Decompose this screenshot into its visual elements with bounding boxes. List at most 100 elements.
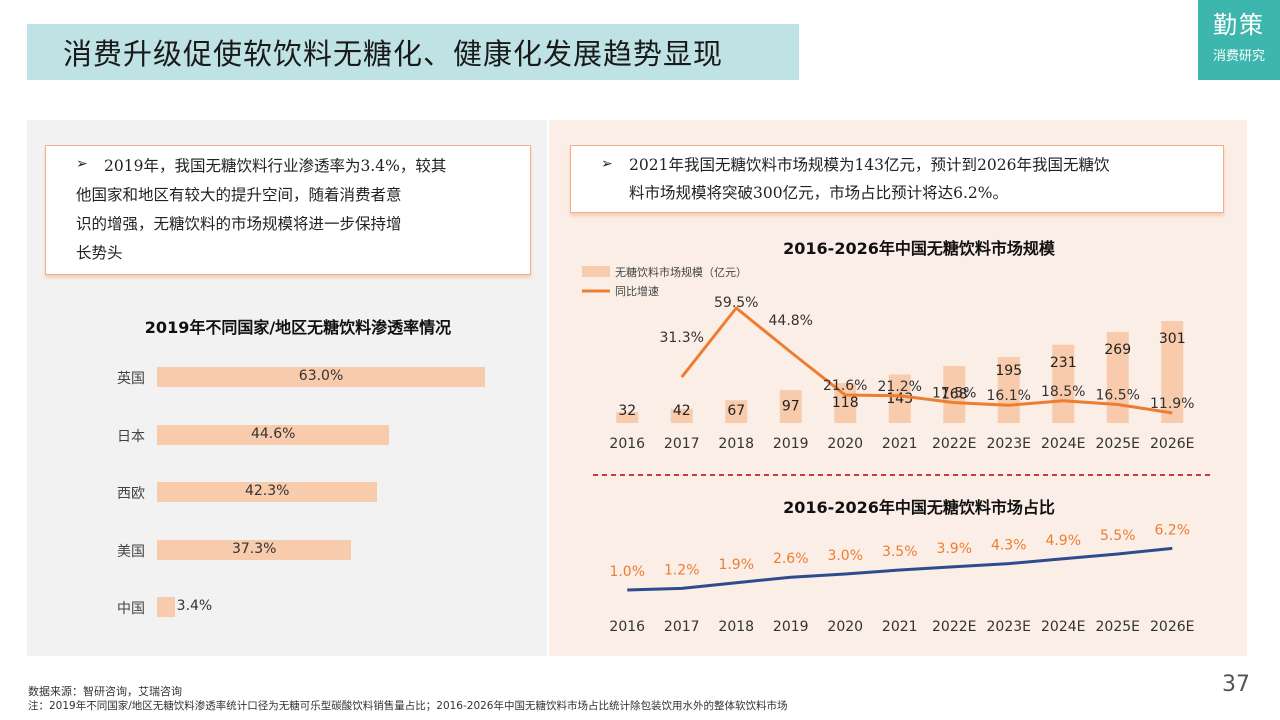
bar-value-label: 63.0% — [298, 368, 344, 384]
penetration-bar — [157, 367, 485, 387]
bar-category-label: 英国 — [117, 371, 145, 387]
market-size-chart-title: 2016-2026年中国无糖饮料市场规模 — [783, 239, 1055, 258]
x-tick-label: 2021 — [882, 619, 918, 635]
market-size-chart: 无糖饮料市场规模（亿元） 同比增速 32 2016 42 2017 67 2018 97 2019… — [582, 265, 1194, 452]
penetration-chart-title: 2019年不同国家/地区无糖饮料渗透率情况 — [144, 318, 452, 337]
left-note-line: 长势头 — [76, 244, 123, 262]
growth-rate-label: 16.1% — [987, 388, 1031, 404]
growth-rate-label: 21.6% — [823, 378, 867, 394]
growth-rate-label: 17.5% — [932, 386, 976, 402]
market-share-value-label: 3.5% — [882, 544, 918, 560]
bar-value-label: 42.3% — [244, 483, 290, 499]
bar-category-label: 日本 — [117, 428, 145, 445]
x-tick-label: 2019 — [773, 436, 809, 452]
growth-rate-label: 21.2% — [878, 379, 922, 395]
logo-main-text: 勤策 — [1213, 11, 1265, 39]
bullet-arrow-icon: ➢ — [76, 156, 88, 172]
bar-category-label: 西欧 — [117, 486, 145, 502]
market-size-bar — [1106, 331, 1129, 423]
x-tick-label: 2017 — [664, 436, 700, 452]
market-size-value-label: 301 — [1159, 331, 1186, 347]
market-size-bar — [834, 383, 857, 423]
market-size-value-label: 32 — [618, 403, 636, 419]
market-size-bar — [888, 374, 911, 423]
market-size-value-label: 97 — [782, 399, 800, 415]
market-size-bar — [725, 400, 748, 423]
left-note-box: ➢ 2019年，我国无糖饮料行业渗透率为3.4%，较其 他国家和地区有较大的提升… — [45, 145, 531, 275]
market-share-line — [627, 546, 1173, 592]
penetration-bar — [157, 482, 377, 502]
growth-rate-label: 31.3% — [660, 330, 704, 346]
bullet-arrow-icon: ➢ — [601, 156, 613, 172]
penetration-bar — [157, 424, 389, 445]
right-note-line: 2021年我国无糖饮料市场规模为143亿元，预计到2026年我国无糖饮 — [629, 156, 1110, 174]
growth-rate-label: 16.5% — [1096, 387, 1140, 403]
market-share-value-label: 3.9% — [936, 541, 972, 557]
growth-rate-label: 18.5% — [1041, 384, 1085, 400]
market-size-bar — [997, 356, 1020, 423]
growth-rate-label: 59.5% — [714, 295, 758, 311]
x-tick-label: 2017 — [664, 619, 700, 635]
data-source: 数据来源：智研咨询，艾瑞咨询 — [28, 685, 182, 698]
market-size-value-label: 118 — [832, 395, 859, 411]
dashed-divider — [593, 474, 1212, 476]
title-banner: 消费升级促使软饮料无糖化、健康化发展趋势显现 — [27, 24, 799, 80]
penetration-bar — [157, 597, 175, 617]
left-note-line: 识的增强，无糖饮料的市场规模将进一步保持增 — [76, 215, 402, 233]
x-tick-label: 2026E — [1150, 436, 1194, 452]
x-tick-label: 2024E — [1041, 619, 1085, 635]
growth-rate-label: 44.8% — [769, 313, 813, 329]
market-size-value-label: 231 — [1050, 355, 1077, 371]
market-size-value-label: 269 — [1104, 342, 1131, 358]
x-tick-label: 2016 — [609, 619, 645, 635]
market-share-value-label: 6.2% — [1154, 522, 1190, 538]
market-share-chart-title: 2016-2026年中国无糖饮料市场占比 — [783, 498, 1055, 517]
x-tick-label: 2023E — [987, 619, 1031, 635]
x-tick-label: 2025E — [1096, 619, 1140, 635]
x-tick-label: 2019 — [773, 619, 809, 635]
market-share-value-label: 3.0% — [827, 548, 863, 564]
page-number: 37 — [1222, 672, 1250, 697]
legend-line-label: 同比增速 — [615, 284, 659, 298]
market-share-value-label: 4.9% — [1045, 533, 1081, 549]
market-share-value-label: 2.6% — [773, 551, 809, 567]
market-size-bar — [779, 390, 802, 423]
page-title: 消费升级促使软饮料无糖化、健康化发展趋势显现 — [63, 37, 724, 71]
penetration-bar — [157, 539, 351, 560]
market-size-bar — [943, 366, 966, 423]
legend-bar-swatch — [582, 266, 610, 277]
left-note-line: 2019年，我国无糖饮料行业渗透率为3.4%，较其 — [104, 157, 447, 175]
x-tick-label: 2022E — [932, 436, 976, 452]
x-tick-label: 2018 — [718, 436, 754, 452]
right-note-box: ➢ 2021年我国无糖饮料市场规模为143亿元，预计到2026年我国无糖饮 料市… — [570, 145, 1224, 213]
x-tick-label: 2020 — [827, 436, 863, 452]
market-share-chart: 1.0% 2016 1.2% 2017 1.9% 2018 2.6% 2019 3.0% 2020… — [609, 522, 1194, 635]
market-size-value-label: 42 — [673, 403, 691, 419]
x-tick-label: 2023E — [987, 436, 1031, 452]
market-share-value-label: 4.3% — [991, 538, 1027, 554]
x-tick-label: 2020 — [827, 619, 863, 635]
footnote: 注：2019年不同国家/地区无糖饮料渗透率统计口径为无糖可乐型碳酸饮料销售量占比… — [28, 700, 788, 712]
market-size-value-label: 168 — [941, 387, 968, 403]
market-size-bar — [1052, 344, 1075, 423]
market-size-value-label: 195 — [995, 363, 1022, 379]
legend-bar-label: 无糖饮料市场规模（亿元） — [615, 265, 747, 279]
brand-logo: 勤策 消费研究 — [1198, 0, 1280, 80]
market-size-value-label: 67 — [727, 403, 745, 419]
left-note-line: 他国家和地区有较大的提升空间，随着消费者意 — [76, 186, 402, 204]
market-share-value-label: 1.2% — [664, 562, 700, 578]
bar-value-label: 3.4% — [176, 598, 213, 614]
market-size-bar — [670, 408, 693, 423]
bar-category-label: 中国 — [117, 601, 145, 617]
x-tick-label: 2018 — [718, 619, 754, 635]
x-tick-label: 2021 — [882, 436, 918, 452]
x-tick-label: 2025E — [1096, 436, 1140, 452]
x-tick-label: 2022E — [932, 619, 976, 635]
logo-sub-text: 消费研究 — [1212, 49, 1265, 64]
right-note-line: 料市场规模将突破300亿元，市场占比预计将达6.2%。 — [629, 184, 1008, 202]
x-tick-label: 2016 — [609, 436, 645, 452]
bar-category-label: 美国 — [117, 543, 145, 560]
growth-rate-label: 11.9% — [1150, 396, 1194, 412]
market-share-value-label: 1.9% — [718, 557, 754, 573]
market-size-bar — [1161, 321, 1184, 423]
